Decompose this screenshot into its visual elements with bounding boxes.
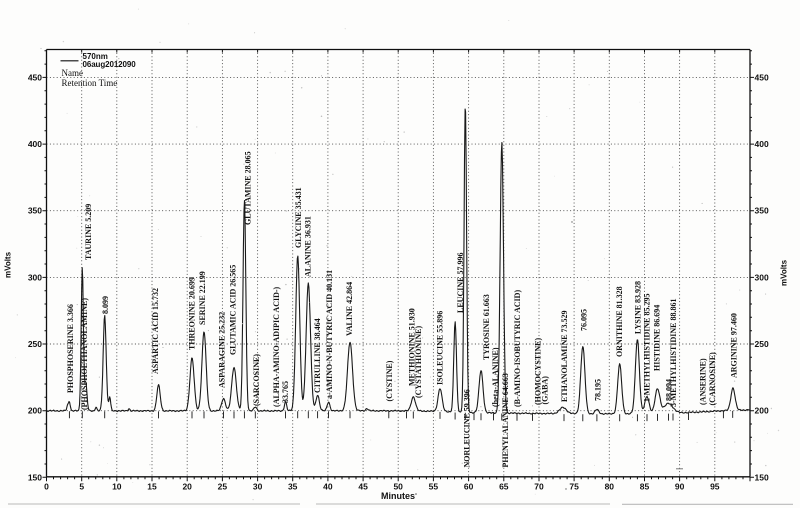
- svg-text:400: 400: [28, 139, 42, 149]
- svg-text:THREONINE 20.699: THREONINE 20.699: [188, 277, 197, 350]
- svg-text:450: 450: [755, 72, 769, 82]
- svg-text:PHENYLALANINE 64.663: PHENYLALANINE 64.663: [501, 373, 510, 467]
- svg-text:20: 20: [182, 482, 192, 492]
- svg-text:(GABA): (GABA): [540, 376, 549, 405]
- svg-text:ASPARAGINE 25.232: ASPARAGINE 25.232: [218, 312, 227, 388]
- svg-text:450: 450: [28, 72, 42, 82]
- svg-text:(ANSERINE): (ANSERINE): [699, 358, 708, 405]
- svg-text:350: 350: [28, 206, 42, 216]
- svg-text:80: 80: [605, 482, 615, 492]
- svg-text:mVolts: mVolts: [4, 251, 13, 278]
- svg-text:300: 300: [755, 272, 769, 282]
- svg-text:ISOLEUCINE 55.896: ISOLEUCINE 55.896: [435, 311, 444, 385]
- svg-text:8.099: 8.099: [101, 296, 110, 314]
- svg-text:Name: Name: [62, 68, 84, 78]
- svg-text:ORNITHINE 81.328: ORNITHINE 81.328: [615, 286, 624, 357]
- svg-text:0: 0: [44, 482, 49, 492]
- svg-text:200: 200: [755, 406, 769, 416]
- svg-text:10: 10: [112, 482, 122, 492]
- svg-text:TAURINE 5.209: TAURINE 5.209: [84, 204, 93, 260]
- svg-text:CITRULLINE 38.464: CITRULLINE 38.464: [313, 318, 322, 393]
- svg-text:40: 40: [323, 482, 333, 492]
- svg-text:95: 95: [710, 482, 720, 492]
- svg-text:a-AMINO-N-BUTYRIC ACID 40.131: a-AMINO-N-BUTYRIC ACID 40.131: [325, 270, 334, 399]
- svg-text:50: 50: [393, 482, 403, 492]
- svg-text:200: 200: [28, 406, 42, 416]
- svg-text:LYSINE 83.928: LYSINE 83.928: [634, 281, 643, 334]
- svg-text:GLUTAMIC ACID 26.565: GLUTAMIC ACID 26.565: [229, 265, 238, 355]
- svg-text:15: 15: [147, 482, 157, 492]
- svg-text:70: 70: [534, 482, 544, 492]
- svg-text:(PHOSPHOETHANOLAMINE): (PHOSPHOETHANOLAMINE): [80, 298, 89, 410]
- svg-text:(SARCOSINE): (SARCOSINE): [252, 354, 261, 406]
- svg-text:Minutes: Minutes: [381, 491, 415, 501]
- svg-text:90: 90: [675, 482, 685, 492]
- svg-text:76.095: 76.095: [580, 309, 589, 331]
- svg-text:88.094: 88.094: [665, 379, 674, 401]
- svg-text:GLYCINE 35.431: GLYCINE 35.431: [294, 187, 303, 248]
- svg-text:(CARNOSINE): (CARNOSINE): [708, 352, 717, 406]
- svg-text:45: 45: [358, 482, 368, 492]
- svg-text:(CYSTATHIONINE): (CYSTATHIONINE): [414, 326, 423, 398]
- svg-text:5: 5: [79, 482, 84, 492]
- svg-text:06aug2012090: 06aug2012090: [83, 60, 137, 69]
- svg-text:250: 250: [755, 339, 769, 349]
- svg-text:SERINE 22.199: SERINE 22.199: [198, 271, 207, 325]
- svg-text:TYROSINE 61.663: TYROSINE 61.663: [482, 294, 491, 360]
- svg-text:(ALPHA-AMINO-ADIPIC ACID-): (ALPHA-AMINO-ADIPIC ACID-): [272, 286, 281, 407]
- svg-text:55: 55: [429, 482, 439, 492]
- svg-text:78.195: 78.195: [594, 379, 603, 401]
- svg-text:75: 75: [569, 482, 579, 492]
- svg-text:ALANINE 36.931: ALANINE 36.931: [304, 216, 313, 277]
- svg-text:LEUCINE 57.996: LEUCINE 57.996: [456, 253, 465, 313]
- svg-text:60: 60: [464, 482, 474, 492]
- svg-text:150: 150: [755, 472, 769, 482]
- svg-text:ASPARTIC ACID 15.732: ASPARTIC ACID 15.732: [151, 288, 160, 374]
- svg-text:300: 300: [28, 272, 42, 282]
- svg-text:(beta-ALANINE): (beta-ALANINE): [491, 347, 500, 407]
- svg-text:85: 85: [640, 482, 650, 492]
- svg-text:(CYSTINE): (CYSTINE): [385, 360, 394, 401]
- svg-text:350: 350: [755, 206, 769, 216]
- svg-text:PHOSPHOSERINE 3.366: PHOSPHOSERINE 3.366: [66, 304, 75, 393]
- svg-text:250: 250: [28, 339, 42, 349]
- svg-text:(HOMOCYSTINE): (HOMOCYSTINE): [534, 338, 543, 405]
- svg-text:(B-AMINO-ISOBUTYRIC ACID): (B-AMINO-ISOBUTYRIC ACID): [513, 290, 522, 407]
- svg-text:150: 150: [28, 472, 42, 482]
- svg-text:35: 35: [288, 482, 298, 492]
- svg-text:Retention Time: Retention Time: [62, 78, 118, 88]
- svg-text:HISTIDINE 86.694: HISTIDINE 86.694: [653, 305, 662, 371]
- svg-text:1-METHYLHISTIDINE 85.295: 1-METHYLHISTIDINE 85.295: [643, 294, 652, 402]
- svg-text:mVolts: mVolts: [780, 259, 789, 286]
- svg-text:30: 30: [253, 482, 263, 492]
- svg-text:570nm: 570nm: [83, 52, 108, 61]
- svg-text:ARGININE 97.460: ARGININE 97.460: [730, 313, 739, 378]
- svg-text:33.765: 33.765: [281, 381, 290, 403]
- svg-text:25: 25: [218, 482, 228, 492]
- svg-text:METHIONINE 51.930: METHIONINE 51.930: [408, 308, 417, 386]
- svg-text:ETHANOLAMINE 73.529: ETHANOLAMINE 73.529: [560, 310, 569, 402]
- svg-text:65: 65: [499, 482, 509, 492]
- svg-text:VALINE 42.864: VALINE 42.864: [345, 282, 354, 336]
- svg-text:NORLEUCINE 59.396: NORLEUCINE 59.396: [463, 389, 472, 467]
- svg-text:3-METHYLHISTIDINE 88.861: 3-METHYLHISTIDINE 88.861: [669, 299, 678, 407]
- svg-text:400: 400: [755, 139, 769, 149]
- svg-text:GLUTAMINE 28.065: GLUTAMINE 28.065: [243, 151, 252, 225]
